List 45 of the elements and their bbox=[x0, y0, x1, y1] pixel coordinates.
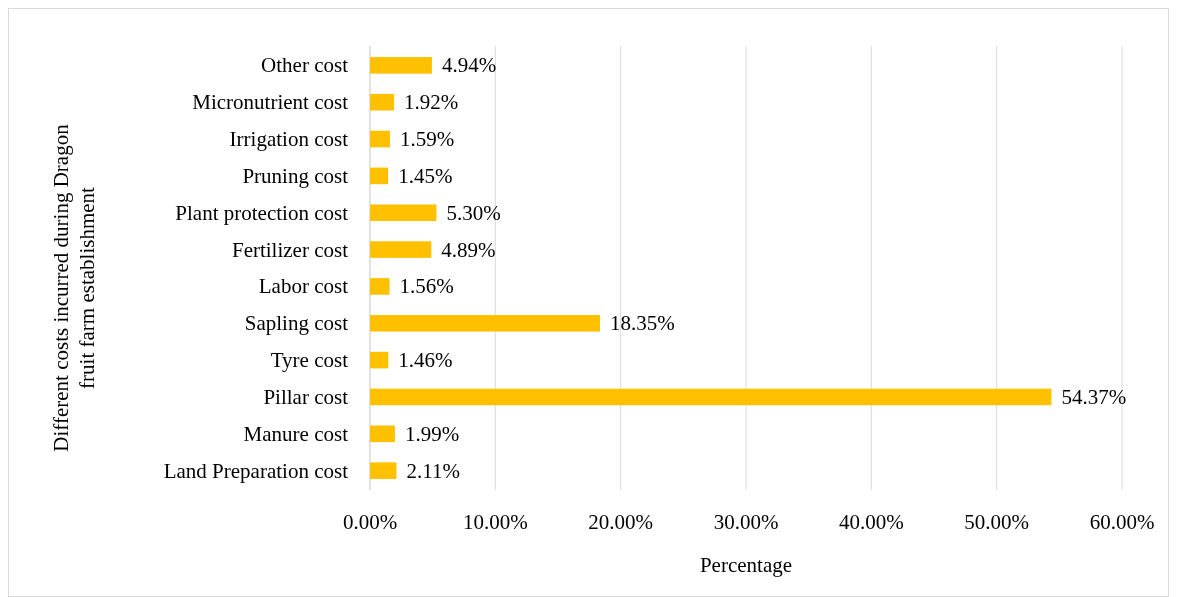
data-label: 2.11% bbox=[406, 458, 460, 483]
bar bbox=[370, 314, 600, 332]
y-tick-label: Irrigation cost bbox=[229, 127, 349, 152]
bar bbox=[370, 93, 395, 111]
x-tick-label: 60.00% bbox=[1089, 510, 1155, 534]
y-tick-label: Plant protection cost bbox=[175, 200, 349, 225]
data-label: 5.30% bbox=[446, 200, 501, 225]
data-label: 54.37% bbox=[1061, 384, 1127, 409]
bar bbox=[370, 204, 437, 222]
y-tick-label: Fertilizer cost bbox=[231, 237, 349, 262]
bar bbox=[370, 241, 432, 258]
y-tick-label: Other cost bbox=[261, 53, 349, 78]
bar bbox=[370, 425, 395, 443]
data-label: 4.94% bbox=[441, 53, 497, 78]
y-tick-label: Pillar cost bbox=[263, 384, 349, 409]
x-tick-label: 30.00% bbox=[713, 510, 779, 534]
x-axis-title: Percentage bbox=[699, 553, 793, 577]
data-label: 1.99% bbox=[404, 421, 460, 446]
x-tick-label: 0.00% bbox=[342, 510, 398, 534]
y-axis-title: Different costs incurred during Dragon fruit farm establishment bbox=[49, 123, 99, 452]
bar bbox=[370, 388, 1052, 406]
x-tick-label: 20.00% bbox=[588, 510, 654, 534]
data-label: 1.45% bbox=[398, 163, 453, 188]
y-tick-label: Tyre cost bbox=[270, 348, 349, 373]
x-tick-label: 40.00% bbox=[838, 510, 904, 534]
data-label: 18.35% bbox=[609, 311, 675, 336]
bar bbox=[370, 130, 390, 148]
bar bbox=[370, 167, 389, 185]
bar bbox=[370, 278, 390, 295]
y-tick-label: Manure cost bbox=[243, 421, 349, 446]
y-tick-label: Sapling cost bbox=[244, 311, 349, 336]
bar bbox=[370, 351, 389, 369]
data-label: 1.59% bbox=[399, 127, 455, 152]
data-label: 1.92% bbox=[404, 90, 459, 115]
bar bbox=[370, 462, 397, 479]
y-tick-label: Micronutrient cost bbox=[192, 90, 349, 115]
y-tick-label: Labor cost bbox=[258, 274, 349, 299]
x-tick-label: 50.00% bbox=[964, 510, 1030, 534]
data-label: 4.89% bbox=[441, 237, 496, 262]
data-label: 1.46% bbox=[398, 348, 453, 373]
y-tick-label: Land Preparation cost bbox=[163, 458, 349, 483]
y-tick-label: Pruning cost bbox=[242, 163, 349, 188]
bar bbox=[370, 57, 432, 74]
x-tick-label: 10.00% bbox=[462, 510, 528, 534]
data-label: 1.56% bbox=[399, 274, 454, 299]
